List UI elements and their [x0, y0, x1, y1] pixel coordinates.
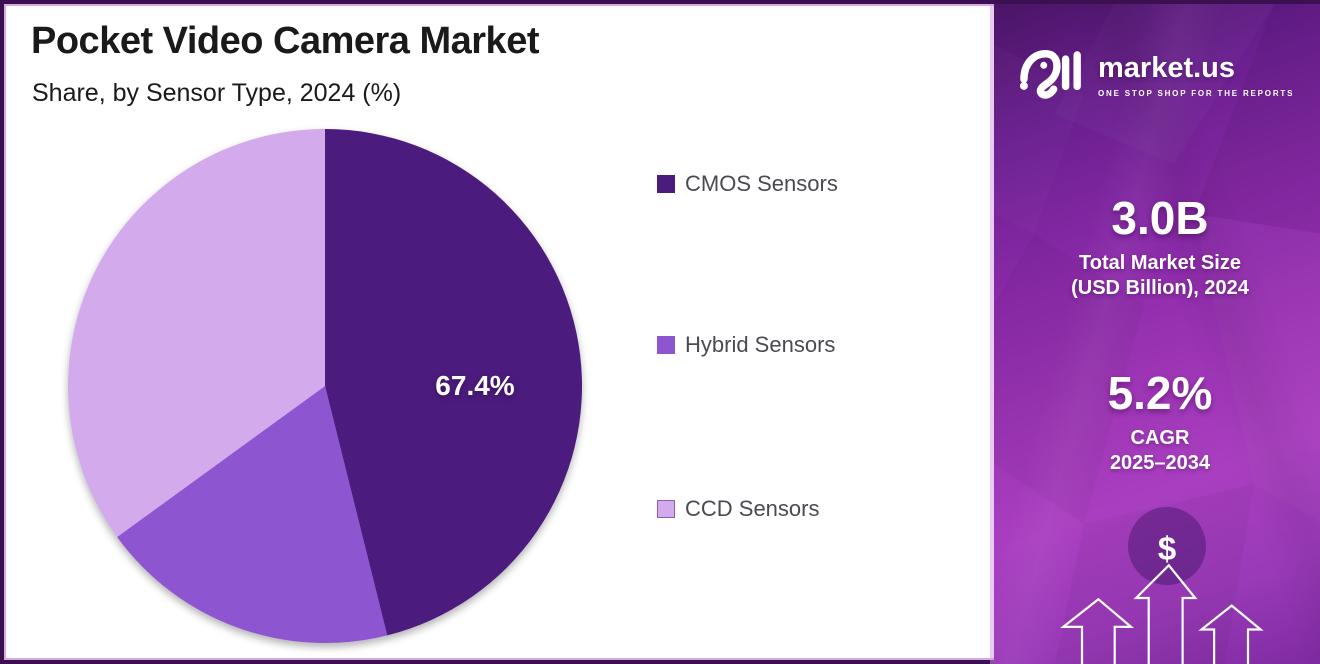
svg-text:$: $: [1158, 530, 1176, 567]
svg-text:67.4%: 67.4%: [435, 370, 514, 401]
